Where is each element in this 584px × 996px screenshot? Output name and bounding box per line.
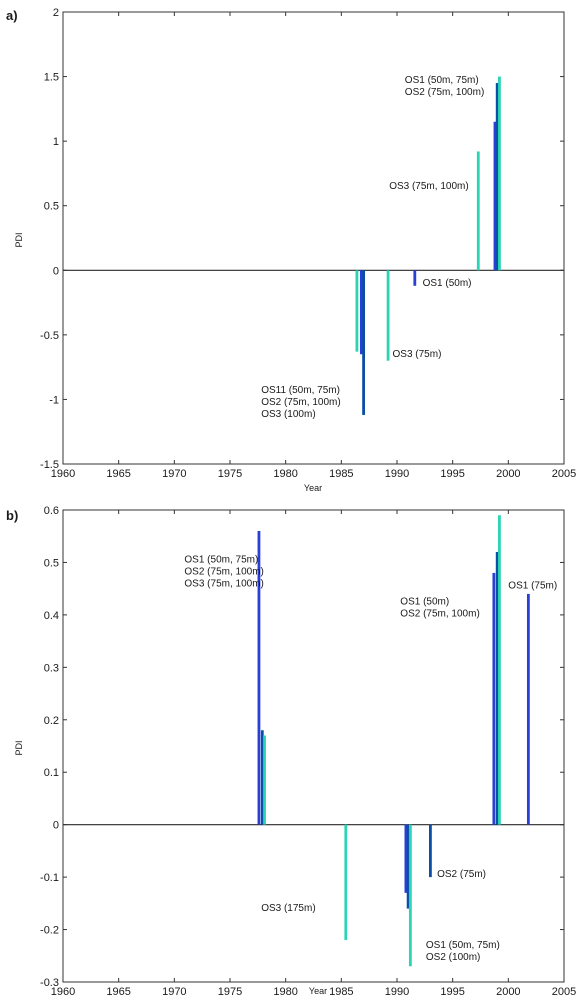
panel-b-xtick-label-3: 1975 (218, 986, 242, 996)
panel-a-xtick-label-1: 1965 (106, 468, 130, 480)
panel-a-chart: a) PDI Year -1.5-1-0.500.511.52 1960 1965… (6, 7, 576, 493)
panel-a-ytick-label-4: 0.5 (44, 201, 59, 213)
panel-b-annotation-5-line-1: OS2 (100m) (426, 952, 480, 963)
panel-b-ytick-label-8: 0.5 (44, 557, 59, 569)
panel-a-bar-os3-1 (387, 270, 390, 360)
panel-b-bar-os3-2 (409, 825, 412, 967)
panel-b-label: b) (6, 508, 18, 523)
panel-b-xtick-label-7: 1995 (440, 986, 464, 996)
panel-b-ylabel: PDI (14, 740, 24, 755)
panel-a-ytick-label-3: 0 (53, 265, 59, 277)
panel-a-xtick-label-3: 1975 (218, 468, 242, 480)
panel-b-annotation-0-line-0: OS1 (50m, 75m) (184, 554, 258, 565)
panel-a-ytick-label-5: 1 (53, 136, 59, 148)
panel-b-annotation-5-line-0: OS1 (50m, 75m) (426, 940, 500, 951)
panel-b-chart: b) PDI Year -0.3-0.2-0.100.10.20.30.40.5… (6, 505, 576, 996)
panel-a-bar-os3-0 (356, 270, 359, 351)
panel-b-ytick-label-2: -0.1 (40, 872, 59, 884)
panel-b-bar-os3-1 (344, 825, 347, 940)
panel-b-annotation-0-line-1: OS2 (75m, 100m) (184, 566, 263, 577)
panel-a-annotation-4-line-2: OS3 (100m) (261, 409, 315, 420)
panel-a-annotation-0-line-0: OS1 (50m, 75m) (405, 75, 479, 86)
panel-a-xtick-label-0: 1960 (51, 468, 75, 480)
panel-b-bar-os1-3 (527, 594, 530, 825)
panel-b-xtick-label-5: 1985 (329, 986, 353, 996)
panel-a-ytick-label-1: -1 (49, 394, 59, 406)
panel-a-xtick-label-9: 2005 (552, 468, 576, 480)
panel-a-annotation-2-line-0: OS1 (50m) (423, 278, 472, 289)
panel-b-xtick-label-1: 1965 (106, 986, 130, 996)
panel-b-bar-os2-2 (429, 825, 432, 877)
panel-a-label: a) (6, 8, 18, 23)
panel-a-bar-os2-0 (362, 270, 365, 415)
panel-a-xlabel: Year (304, 483, 322, 493)
panel-b-ytick-label-5: 0.2 (44, 715, 59, 727)
panel-a-ytick-label-2: -0.5 (40, 330, 59, 342)
panel-a-ytick-label-6: 1.5 (44, 72, 59, 84)
panel-a-annotation-4-line-0: OS11 (50m, 75m) (261, 385, 340, 396)
panel-b-ytick-label-7: 0.4 (44, 610, 59, 622)
panel-b-xtick-label-8: 2000 (496, 986, 520, 996)
panel-b-bar-os1-2 (492, 573, 495, 825)
panel-a-xtick-label-5: 1985 (329, 468, 353, 480)
panel-b-ytick-label-4: 0.1 (44, 767, 59, 779)
panel-b-xtick-label-0: 1960 (51, 986, 75, 996)
panel-a-annotation-1-line-0: OS3 (75m, 100m) (389, 181, 468, 192)
panel-b-annotation-3-line-0: OS2 (75m) (437, 869, 486, 880)
panel-b-xlabel: Year (309, 986, 327, 996)
panel-a-annotation-0-line-1: OS2 (75m, 100m) (405, 87, 484, 98)
panel-b-xtick-label-4: 1980 (273, 986, 297, 996)
panel-a-bar-os1-1 (413, 270, 416, 286)
panel-b-ytick-label-9: 0.6 (44, 505, 59, 517)
panel-a-xtick-label-2: 1970 (162, 468, 186, 480)
panel-a-xtick-label-8: 2000 (496, 468, 520, 480)
panel-a-annotation-4-line-1: OS2 (75m, 100m) (261, 397, 340, 408)
panel-b-annotation-1-line-0: OS1 (50m) (400, 596, 449, 607)
panel-a-xtick-label-4: 1980 (273, 468, 297, 480)
panel-b-annotation-0-line-2: OS3 (75m, 100m) (184, 578, 263, 589)
panel-a-bar-os3-3 (498, 77, 501, 271)
panel-b-ytick-label-3: 0 (53, 820, 59, 832)
panel-a-ytick-label-7: 2 (53, 7, 59, 19)
panel-a-annotation-3-line-0: OS3 (75m) (393, 349, 442, 360)
panel-b-annotation-2-line-0: OS1 (75m) (508, 581, 557, 592)
panel-b-xtick-label-9: 2005 (552, 986, 576, 996)
panel-a-bar-os3-2 (477, 151, 480, 270)
panel-b-annotation-1-line-1: OS2 (75m, 100m) (400, 608, 479, 619)
panel-a-ylabel: PDI (14, 232, 24, 247)
panel-b-ytick-label-1: -0.2 (40, 925, 59, 937)
panel-a-xtick-label-6: 1990 (385, 468, 409, 480)
panel-b-xtick-label-6: 1990 (385, 986, 409, 996)
panel-a-xtick-label-7: 1995 (440, 468, 464, 480)
panel-b-bar-os3-3 (498, 515, 501, 824)
panel-b-annotation-4-line-0: OS3 (175m) (261, 903, 315, 914)
panel-b-xtick-label-2: 1970 (162, 986, 186, 996)
panel-b-bar-os3-0 (263, 736, 266, 825)
panel-b-ytick-label-6: 0.3 (44, 662, 59, 674)
